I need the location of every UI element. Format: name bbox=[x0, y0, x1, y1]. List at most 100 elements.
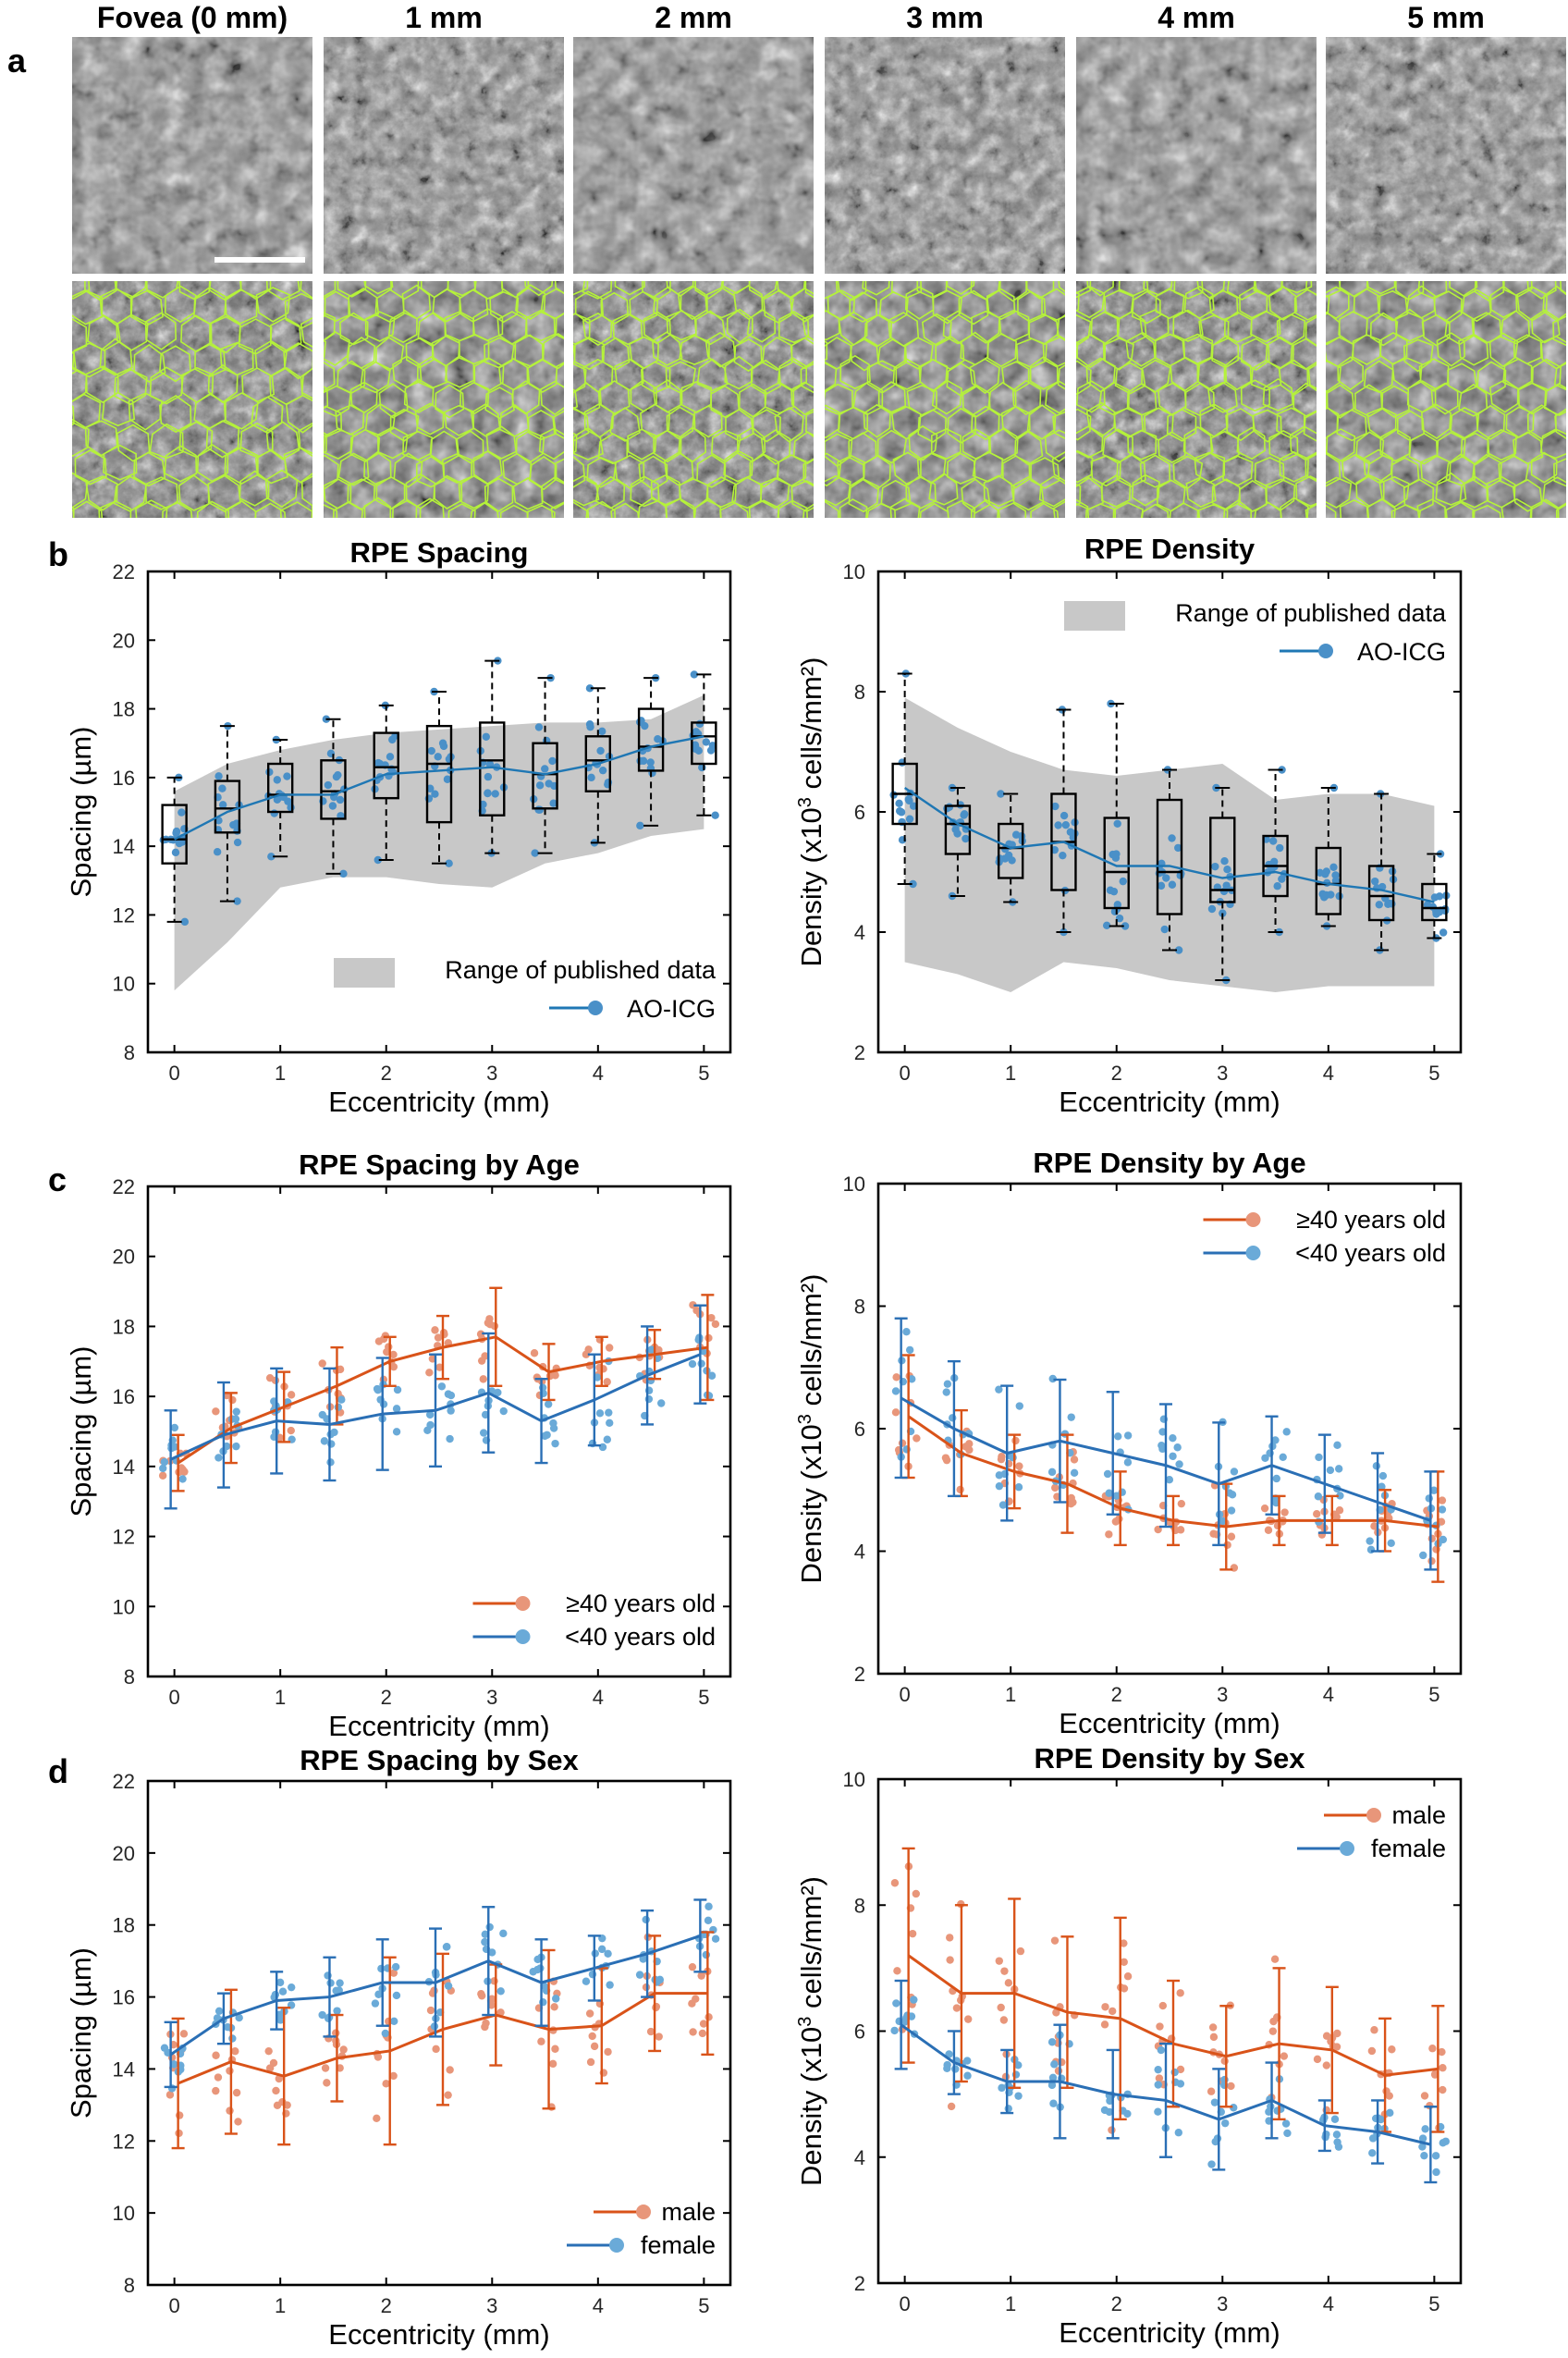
x-tick-label: 2 bbox=[1111, 1062, 1122, 1085]
data-point bbox=[382, 2080, 390, 2088]
cell-border-overlay bbox=[825, 281, 1065, 518]
data-point bbox=[444, 1982, 453, 1990]
data-point bbox=[1168, 880, 1177, 889]
x-tick-label: 1 bbox=[275, 1686, 286, 1709]
data-point bbox=[1429, 1486, 1439, 1494]
y-axis-label: Spacing (µm) bbox=[65, 1947, 97, 2119]
data-point bbox=[1112, 1492, 1121, 1500]
data-point bbox=[585, 2009, 594, 2018]
data-point bbox=[905, 815, 914, 823]
data-point bbox=[1157, 2045, 1166, 2055]
data-point bbox=[374, 1337, 384, 1345]
data-point bbox=[177, 1464, 186, 1472]
legend-marker bbox=[588, 1001, 603, 1015]
rpe-raw-texture bbox=[825, 37, 1065, 274]
box-4 bbox=[1103, 703, 1130, 927]
legend-label: <40 years old bbox=[1295, 1239, 1446, 1267]
data-point bbox=[1318, 890, 1327, 899]
x-tick-label: 4 bbox=[593, 1686, 604, 1709]
data-point bbox=[1230, 1468, 1239, 1476]
data-point bbox=[1155, 2074, 1164, 2082]
data-point bbox=[604, 2047, 612, 2057]
data-point bbox=[288, 1983, 296, 1992]
data-point bbox=[552, 1995, 560, 2003]
data-point bbox=[1208, 2023, 1218, 2032]
data-point bbox=[1273, 882, 1281, 890]
data-point bbox=[1421, 2125, 1429, 2133]
cell-border-overlay bbox=[1326, 281, 1566, 518]
data-point bbox=[1113, 819, 1121, 828]
data-point bbox=[180, 917, 190, 927]
data-point bbox=[910, 1996, 918, 2004]
data-point bbox=[476, 1330, 485, 1338]
data-point bbox=[223, 2022, 232, 2032]
legend-label: female bbox=[641, 2231, 716, 2259]
data-point bbox=[1268, 2027, 1278, 2035]
data-point bbox=[1050, 2060, 1059, 2069]
data-point bbox=[998, 2083, 1006, 2093]
data-point bbox=[481, 1937, 489, 1947]
legend: ≥40 years old <40 years old bbox=[1203, 1206, 1446, 1267]
x-tick-label: 4 bbox=[593, 2294, 604, 2317]
data-point bbox=[1051, 802, 1060, 811]
data-point bbox=[389, 2071, 398, 2081]
data-point bbox=[1158, 1441, 1166, 1450]
data-point bbox=[426, 2006, 435, 2015]
data-point bbox=[1176, 2065, 1185, 2074]
data-point bbox=[965, 1440, 974, 1448]
data-point bbox=[226, 2067, 234, 2075]
y-axis-label: Density (x103 cells/mm²) bbox=[795, 1876, 827, 2186]
box-iqr bbox=[532, 742, 558, 810]
series-line bbox=[907, 1954, 1439, 2077]
legend-marker bbox=[1245, 1212, 1261, 1227]
x-tick-label: 5 bbox=[1428, 2292, 1439, 2315]
x-tick-label: 5 bbox=[1428, 1683, 1439, 1706]
data-point bbox=[1050, 845, 1059, 854]
data-points bbox=[160, 1902, 720, 2093]
data-point bbox=[233, 838, 242, 847]
data-point bbox=[435, 1363, 444, 1371]
data-point bbox=[336, 1365, 345, 1374]
data-point bbox=[706, 746, 716, 755]
data-point bbox=[1313, 1510, 1321, 1518]
data-point bbox=[639, 756, 648, 766]
data-point bbox=[437, 1382, 447, 1391]
data-point bbox=[550, 2003, 558, 2011]
box-iqr bbox=[1209, 817, 1236, 903]
data-point bbox=[479, 1429, 488, 1437]
box-iqr bbox=[584, 735, 612, 792]
data-point bbox=[425, 1369, 434, 1377]
data-point bbox=[1174, 946, 1183, 954]
series-0 bbox=[171, 1286, 715, 1492]
x-tick-label: 4 bbox=[1323, 2292, 1334, 2315]
x-tick-label: 1 bbox=[1005, 1683, 1016, 1706]
data-point bbox=[287, 1391, 296, 1399]
data-point bbox=[214, 2073, 223, 2082]
data-point bbox=[1114, 1432, 1122, 1441]
x-tick-label: 3 bbox=[486, 1062, 497, 1085]
data-point bbox=[1004, 1979, 1013, 1987]
data-point bbox=[1227, 2082, 1235, 2091]
rpe-segmented-texture bbox=[1076, 281, 1317, 518]
data-point bbox=[1121, 922, 1130, 930]
legend: male female bbox=[567, 2198, 716, 2259]
y-tick-label: 4 bbox=[854, 2146, 865, 2169]
y-tick-label: 6 bbox=[854, 1418, 865, 1441]
data-point bbox=[890, 2026, 899, 2035]
column-label: Fovea (0 mm) bbox=[97, 1, 288, 34]
box-iqr bbox=[214, 780, 241, 834]
data-point bbox=[226, 2106, 234, 2115]
data-point bbox=[392, 1428, 401, 1436]
data-point bbox=[997, 2003, 1005, 2012]
y-axis-label: Density (x103 cells/mm²) bbox=[795, 1274, 827, 1584]
data-point bbox=[891, 1408, 900, 1417]
data-point bbox=[1174, 843, 1182, 853]
y-tick-label: 14 bbox=[113, 1455, 135, 1479]
data-point bbox=[178, 808, 186, 817]
x-tick-label: 2 bbox=[381, 1062, 392, 1085]
data-points bbox=[890, 1862, 1447, 2134]
y-tick-label: 2 bbox=[854, 1041, 865, 1064]
x-tick-label: 3 bbox=[486, 2294, 497, 2317]
data-point bbox=[1103, 1469, 1112, 1479]
